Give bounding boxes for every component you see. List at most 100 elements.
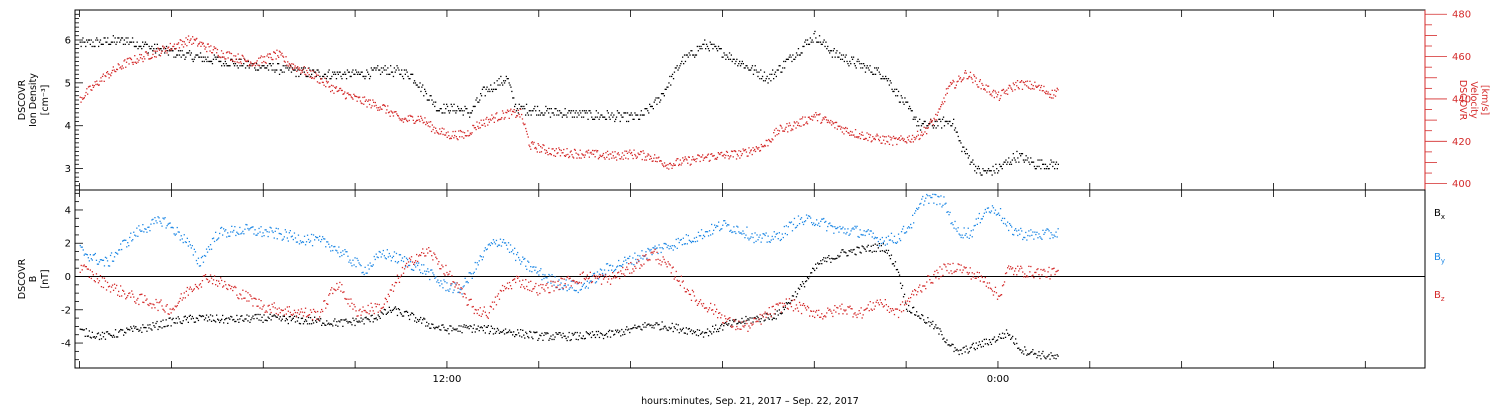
data-point — [889, 239, 892, 241]
data-point — [301, 311, 304, 313]
data-point — [462, 296, 464, 298]
data-point — [1046, 93, 1048, 95]
data-point — [991, 205, 994, 207]
data-point — [981, 174, 983, 176]
data-point — [854, 225, 856, 227]
data-point — [548, 112, 550, 114]
data-point — [784, 306, 786, 308]
data-point — [602, 116, 604, 118]
data-point — [533, 141, 535, 144]
data-point — [586, 280, 588, 282]
data-point — [543, 144, 545, 147]
data-point — [581, 110, 584, 112]
data-point — [417, 318, 419, 321]
data-point — [631, 328, 633, 330]
data-point — [370, 302, 372, 304]
data-point — [144, 58, 146, 60]
data-point — [774, 236, 776, 238]
data-point — [857, 137, 859, 139]
data-point — [643, 152, 645, 154]
data-point — [892, 144, 894, 146]
data-point — [746, 226, 748, 228]
data-point — [517, 251, 519, 254]
data-point — [530, 266, 532, 268]
data-point — [1000, 337, 1003, 339]
data-point — [568, 278, 570, 280]
data-point — [334, 71, 336, 73]
data-point — [799, 54, 801, 56]
data-point — [143, 231, 145, 233]
data-point — [760, 143, 762, 146]
data-point — [958, 233, 960, 235]
data-point — [83, 97, 85, 99]
data-point — [951, 222, 953, 224]
data-point — [319, 82, 321, 84]
data-point — [87, 93, 89, 95]
data-point — [817, 262, 819, 264]
data-point — [374, 101, 376, 104]
data-point — [413, 122, 415, 124]
data-point — [822, 259, 824, 261]
data-point — [659, 160, 661, 162]
data-point — [194, 56, 196, 58]
data-point — [191, 58, 193, 60]
data-point — [435, 101, 437, 103]
data-point — [1039, 355, 1041, 357]
data-point — [791, 230, 794, 232]
data-point — [557, 110, 559, 112]
data-point — [490, 119, 492, 121]
data-point — [889, 136, 891, 138]
data-point — [913, 116, 915, 118]
data-point — [527, 136, 529, 138]
data-point — [976, 223, 978, 225]
data-point — [917, 208, 919, 210]
data-point — [881, 78, 883, 80]
data-point — [596, 277, 599, 279]
data-point — [165, 319, 167, 321]
data-point — [839, 255, 841, 257]
data-point — [559, 332, 561, 334]
data-point — [656, 161, 658, 163]
data-point — [492, 239, 495, 241]
data-point — [416, 253, 418, 256]
data-point — [400, 73, 402, 75]
data-point — [1016, 150, 1018, 153]
data-point — [796, 293, 799, 295]
data-point — [604, 273, 607, 275]
data-point — [647, 259, 649, 262]
data-point — [176, 54, 178, 56]
data-point — [677, 324, 679, 326]
data-point — [629, 114, 631, 116]
data-point — [797, 48, 800, 50]
data-point — [788, 122, 791, 124]
data-point — [272, 231, 274, 234]
data-point — [238, 298, 240, 300]
data-point — [406, 311, 409, 313]
data-point — [837, 254, 839, 257]
data-point — [1013, 342, 1015, 344]
data-point — [120, 66, 122, 68]
data-point — [285, 56, 287, 58]
data-point — [616, 266, 618, 268]
data-point — [792, 125, 795, 127]
data-point — [870, 71, 872, 73]
data-point — [401, 75, 404, 78]
data-point — [465, 108, 467, 110]
data-point — [403, 268, 406, 270]
data-point — [621, 265, 623, 267]
data-point — [941, 206, 943, 208]
data-point — [363, 96, 366, 98]
data-point — [79, 96, 81, 98]
data-point — [280, 320, 282, 322]
data-point — [323, 300, 325, 302]
data-point — [304, 73, 306, 75]
data-point — [625, 268, 627, 271]
data-point — [722, 224, 724, 226]
data-point — [306, 69, 308, 72]
data-point — [852, 134, 854, 136]
data-point — [630, 152, 632, 155]
data-point — [118, 331, 120, 333]
data-point — [505, 332, 508, 334]
data-point — [276, 49, 278, 51]
data-point — [403, 256, 406, 258]
